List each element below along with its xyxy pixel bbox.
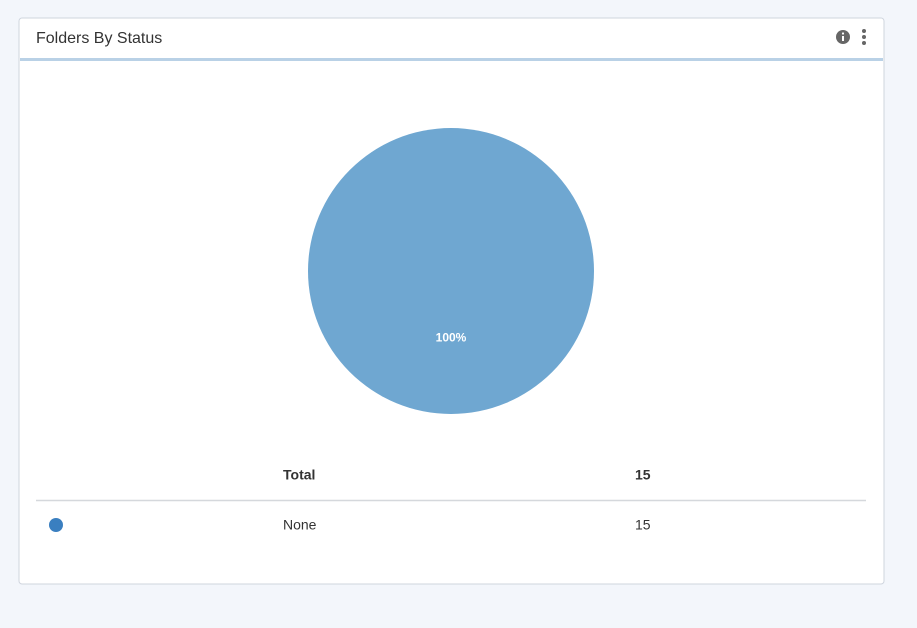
info-icon[interactable] — [836, 30, 850, 44]
legend-marker — [49, 518, 63, 532]
header-divider — [20, 58, 883, 61]
widget-title: Folders By Status — [36, 30, 162, 47]
slice-label: 100% — [436, 330, 467, 344]
pie-slice — [308, 128, 594, 414]
table-header: Total — [283, 467, 315, 483]
pie-chart: 100% — [308, 128, 594, 414]
menu-icon[interactable] — [862, 29, 866, 45]
table-body: None 15 — [49, 517, 651, 533]
table-header: 15 — [635, 467, 651, 483]
row-value: 15 — [635, 517, 651, 533]
row-label: None — [283, 517, 317, 533]
